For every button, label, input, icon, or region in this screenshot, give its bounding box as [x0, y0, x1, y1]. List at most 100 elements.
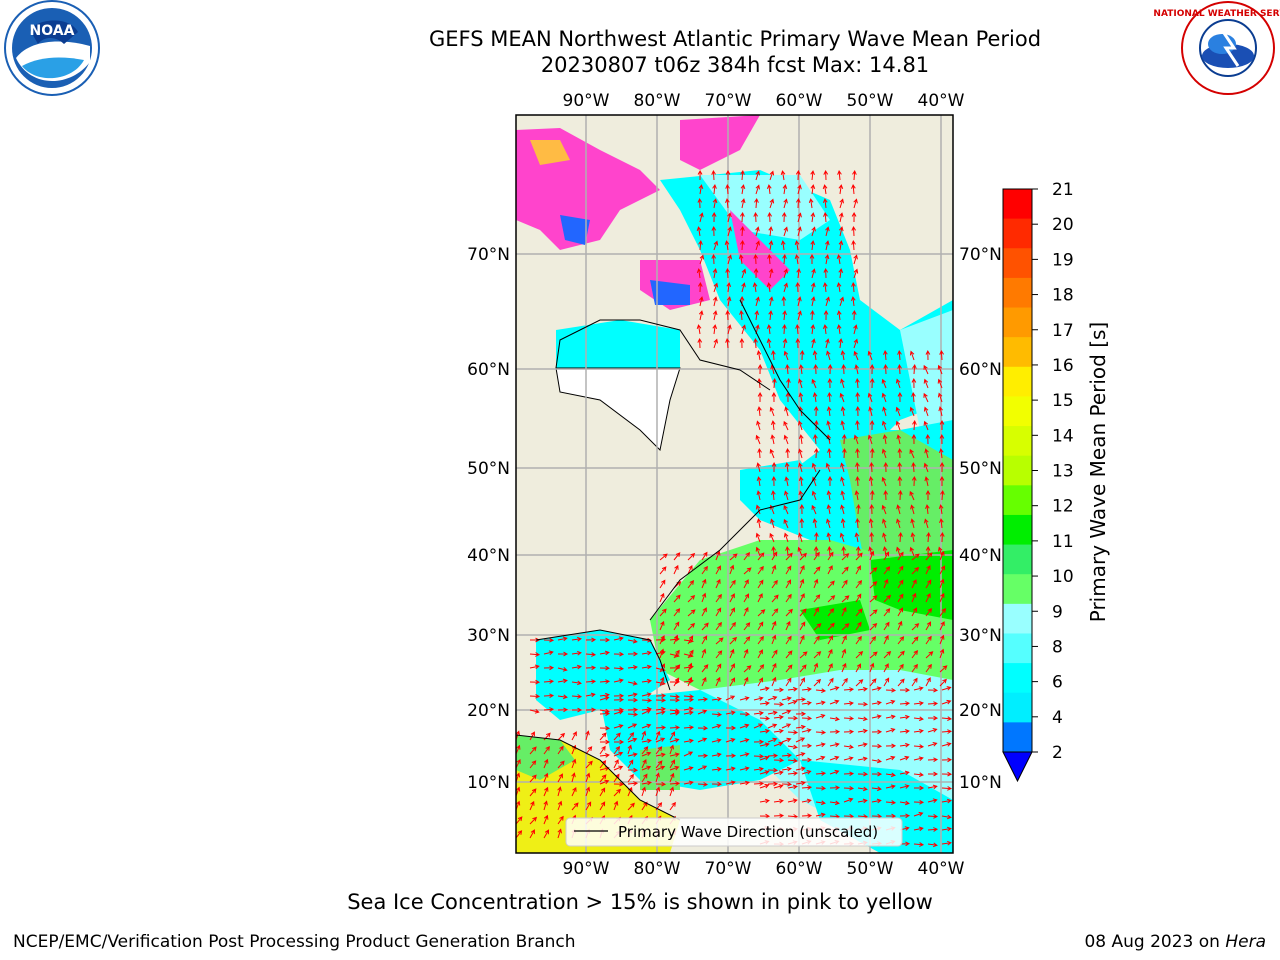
- direction-arrow: [811, 378, 817, 389]
- direction-arrow: [785, 608, 793, 617]
- direction-arrow: [613, 765, 624, 771]
- nws-logo: NATIONAL WEATHER SERVICE: [1153, 1, 1280, 95]
- direction-arrow: [785, 677, 792, 687]
- direction-arrow: [799, 593, 805, 603]
- direction-arrow: [941, 742, 952, 747]
- direction-arrow: [768, 226, 774, 237]
- direction-arrow: [851, 309, 857, 321]
- lon-label-bottom: 90°W: [563, 859, 610, 879]
- direction-arrow: [883, 363, 889, 375]
- direction-arrow: [810, 309, 815, 321]
- direction-arrow: [759, 813, 771, 819]
- direction-arrow: [882, 406, 887, 417]
- direction-arrow: [673, 608, 681, 617]
- colorbar-title: Primary Wave Mean Period [s]: [1086, 322, 1110, 623]
- direction-arrow: [757, 391, 763, 403]
- direction-arrow: [815, 700, 826, 706]
- direction-arrow: [771, 551, 778, 561]
- direction-arrow: [852, 169, 857, 181]
- direction-arrow: [899, 784, 910, 789]
- direction-arrow: [871, 686, 882, 691]
- direction-arrow: [798, 462, 803, 473]
- direction-arrow: [853, 268, 859, 279]
- direction-arrow: [543, 829, 550, 839]
- direction-arrow: [841, 623, 850, 631]
- lat-label-left: 20°N: [467, 701, 510, 721]
- direction-arrow: [729, 579, 736, 589]
- direction-arrow: [795, 766, 806, 772]
- direction-arrow: [557, 707, 569, 713]
- direction-arrow: [843, 716, 855, 721]
- direction-arrow: [910, 518, 915, 529]
- direction-arrow: [715, 676, 721, 687]
- colorbar-band: [1003, 307, 1032, 338]
- direction-arrow: [827, 551, 834, 561]
- direction-arrow: [867, 434, 873, 445]
- direction-arrow: [810, 184, 816, 195]
- colorbar-ticks: 21 20 19 18 17 16 15 14 13 12 11 10 9 8 6 4 2: [1032, 180, 1074, 763]
- direction-arrow: [812, 392, 818, 403]
- direction-arrow: [839, 226, 844, 237]
- direction-arrow: [798, 490, 804, 501]
- direction-arrow: [854, 364, 859, 375]
- direction-arrow: [797, 226, 802, 237]
- direction-arrow: [869, 567, 878, 575]
- direction-arrow: [585, 692, 596, 698]
- direction-arrow: [799, 634, 805, 645]
- direction-arrow: [939, 433, 945, 445]
- direction-arrow: [627, 680, 638, 686]
- direction-arrow: [825, 462, 831, 473]
- direction-arrow: [797, 546, 803, 557]
- direction-arrow: [841, 648, 847, 659]
- direction-arrow: [826, 518, 831, 529]
- direction-arrow: [941, 699, 952, 705]
- direction-arrow: [753, 253, 759, 265]
- direction-arrow: [798, 420, 803, 431]
- direction-arrow: [785, 579, 792, 589]
- direction-arrow: [923, 378, 929, 389]
- direction-arrow: [696, 324, 702, 335]
- direction-arrow: [743, 579, 749, 589]
- direction-arrow: [571, 802, 579, 811]
- direction-arrow: [767, 781, 779, 787]
- direction-arrow: [839, 392, 845, 403]
- direction-arrow: [759, 798, 770, 804]
- direction-arrow: [641, 730, 647, 741]
- direction-arrow: [783, 504, 789, 515]
- direction-arrow: [627, 802, 635, 811]
- direction-arrow: [857, 742, 868, 748]
- direction-arrow: [711, 752, 722, 758]
- colorbar-band: [1003, 603, 1032, 634]
- coastlines: [516, 299, 831, 821]
- direction-arrow: [855, 517, 860, 529]
- direction-arrow: [827, 677, 834, 687]
- direction-arrow: [755, 170, 760, 181]
- direction-arrow: [697, 765, 708, 771]
- direction-arrow: [885, 784, 896, 789]
- direction-arrow: [627, 692, 638, 698]
- direction-arrow: [771, 349, 776, 361]
- direction-arrow: [711, 169, 716, 181]
- direction-arrow: [585, 652, 597, 657]
- direction-arrow: [771, 545, 777, 557]
- direction-arrow: [613, 781, 625, 787]
- direction-arrow: [868, 406, 873, 417]
- colorbar-tick-label: 9: [1052, 602, 1063, 622]
- direction-arrow: [627, 781, 639, 786]
- direction-arrow: [811, 462, 817, 473]
- direction-arrow: [780, 170, 786, 181]
- direction-arrow: [838, 338, 844, 349]
- direction-arrow: [655, 746, 663, 755]
- direction-arrow: [529, 816, 538, 825]
- direction-arrow: [727, 254, 732, 265]
- direction-arrow: [757, 621, 764, 631]
- direction-arrow: [783, 350, 789, 361]
- direction-arrow: [938, 406, 943, 417]
- direction-arrow: [897, 447, 903, 459]
- direction-arrow: [743, 593, 750, 603]
- direction-arrow: [913, 728, 924, 734]
- direction-arrow: [756, 350, 762, 361]
- direction-arrow: [740, 198, 746, 209]
- colorbar-band: [1003, 574, 1032, 605]
- direction-arrow: [785, 650, 793, 659]
